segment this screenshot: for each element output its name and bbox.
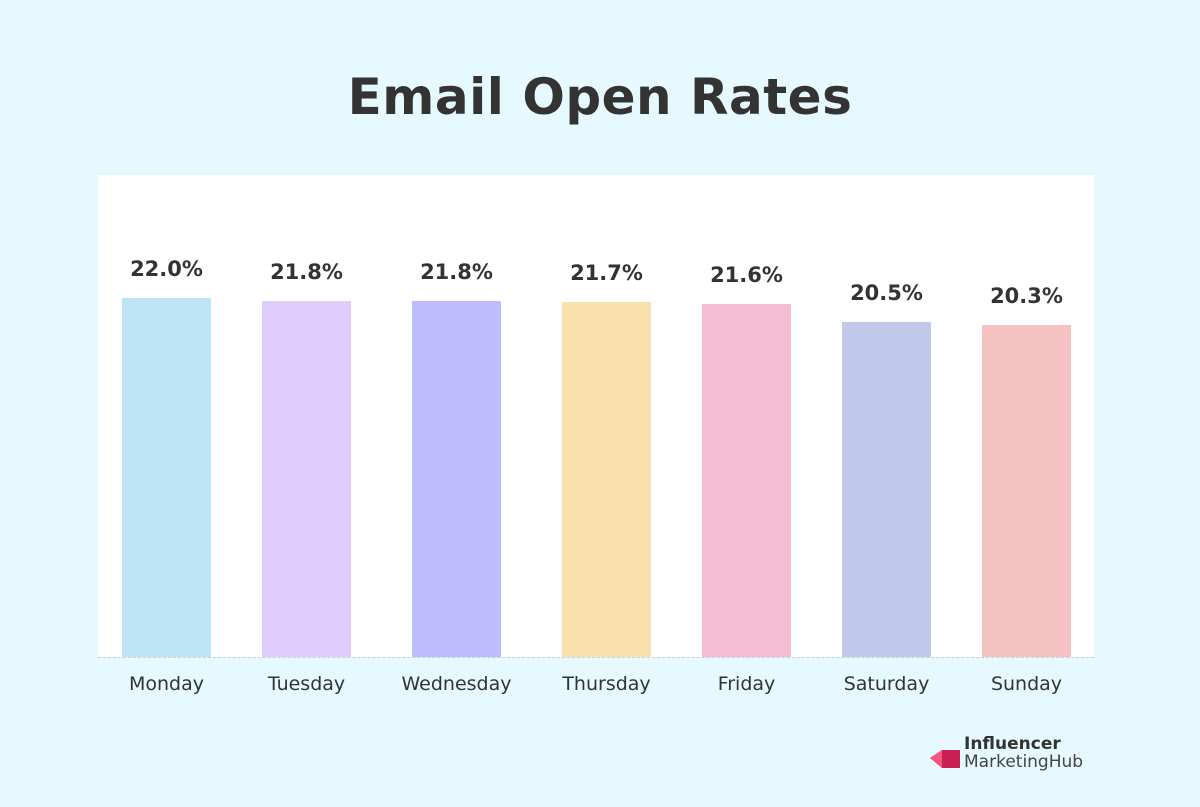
x-tick-label: Saturday [843, 673, 930, 695]
influencer-marketing-hub-logo: Influencer MarketingHub [930, 734, 1090, 776]
logo-line2: MarketingHub [964, 752, 1084, 772]
logo-mark-icon [930, 738, 960, 768]
data-label: 22.0% [130, 256, 203, 281]
data-label: 21.7% [570, 261, 643, 286]
data-label: 21.8% [270, 259, 343, 284]
x-axis-baseline [98, 657, 1094, 658]
bar-friday [702, 304, 791, 657]
chart-title: Email Open Rates [347, 68, 853, 126]
x-tick-label: Tuesday [267, 673, 346, 695]
data-label: 21.8% [420, 259, 493, 284]
x-tick-label: Friday [717, 673, 776, 695]
data-label: 20.5% [850, 281, 923, 306]
x-tick-label: Sunday [990, 673, 1063, 695]
x-tick-label: Wednesday [401, 673, 512, 695]
bar-monday [122, 297, 211, 657]
bar-sunday [982, 325, 1071, 657]
x-tick-label: Thursday [562, 673, 651, 695]
data-label: 21.6% [710, 263, 783, 288]
bar-wednesday [412, 300, 501, 657]
bar-thursday [562, 302, 651, 657]
data-label: 20.3% [990, 284, 1063, 309]
bar-saturday [842, 322, 931, 657]
logo-line1: Influencer [964, 734, 1061, 754]
bar-tuesday [262, 300, 351, 657]
x-tick-label: Monday [128, 673, 204, 695]
